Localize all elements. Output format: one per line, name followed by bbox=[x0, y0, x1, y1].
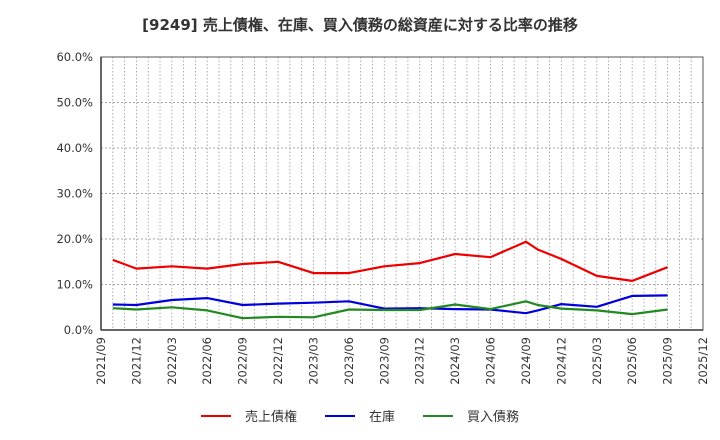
x-tick-label: 2025/03 bbox=[590, 337, 604, 385]
x-tick-label: 2024/06 bbox=[484, 337, 498, 385]
x-tick-label: 2024/09 bbox=[519, 337, 533, 385]
x-tick-label: 2024/03 bbox=[448, 337, 462, 385]
y-tick-label: 0.0% bbox=[64, 323, 93, 337]
x-tick-label: 2024/12 bbox=[554, 337, 568, 385]
y-tick-label: 10.0% bbox=[56, 278, 93, 292]
x-tick-label: 2022/12 bbox=[271, 337, 285, 385]
y-tick-label: 50.0% bbox=[56, 96, 93, 110]
y-tick-label: 40.0% bbox=[56, 141, 93, 155]
y-tick-label: 30.0% bbox=[56, 187, 93, 201]
x-tick-label: 2022/09 bbox=[236, 337, 250, 385]
x-tick-label: 2021/09 bbox=[94, 337, 108, 385]
legend-swatch-blue bbox=[324, 414, 355, 417]
legend-label: 買入債務 bbox=[467, 410, 520, 425]
legend-item-receivables: 売上債権 bbox=[200, 406, 297, 425]
legend-label: 在庫 bbox=[368, 410, 395, 425]
x-tick-label: 2025/06 bbox=[625, 337, 639, 385]
x-tick-label: 2023/06 bbox=[342, 337, 356, 385]
legend: 売上債権 在庫 買入債務 bbox=[0, 406, 720, 425]
y-tick-label: 20.0% bbox=[56, 232, 93, 246]
x-tick-label: 2022/03 bbox=[165, 337, 179, 385]
line-chart: 0.0% 10.0% 20.0% 30.0% 40.0% 50.0% 60.0% 2021/0… bbox=[56, 50, 710, 385]
legend-item-payables: 買入債務 bbox=[423, 406, 519, 425]
legend-item-inventory: 在庫 bbox=[324, 406, 395, 425]
chart-title: [9249] 売上債権、在庫、買入債務の総資産に対する比率の推移 bbox=[142, 16, 578, 34]
legend-swatch-green bbox=[423, 414, 453, 417]
legend-label: 売上債権 bbox=[244, 410, 297, 425]
x-tick-label: 2021/12 bbox=[129, 337, 143, 385]
series-line bbox=[112, 300, 668, 320]
x-tick-label: 2023/03 bbox=[306, 337, 320, 385]
x-tick-label: 2023/09 bbox=[377, 337, 391, 385]
legend-swatch-red bbox=[200, 414, 231, 417]
x-tick-label: 2022/06 bbox=[200, 337, 214, 385]
series-line bbox=[112, 294, 668, 315]
x-tick-label: 2023/12 bbox=[413, 337, 427, 385]
y-tick-label: 60.0% bbox=[56, 50, 93, 64]
series-line bbox=[112, 240, 668, 282]
x-tick-label: 2025/12 bbox=[696, 337, 710, 385]
x-tick-label: 2025/09 bbox=[661, 337, 675, 385]
